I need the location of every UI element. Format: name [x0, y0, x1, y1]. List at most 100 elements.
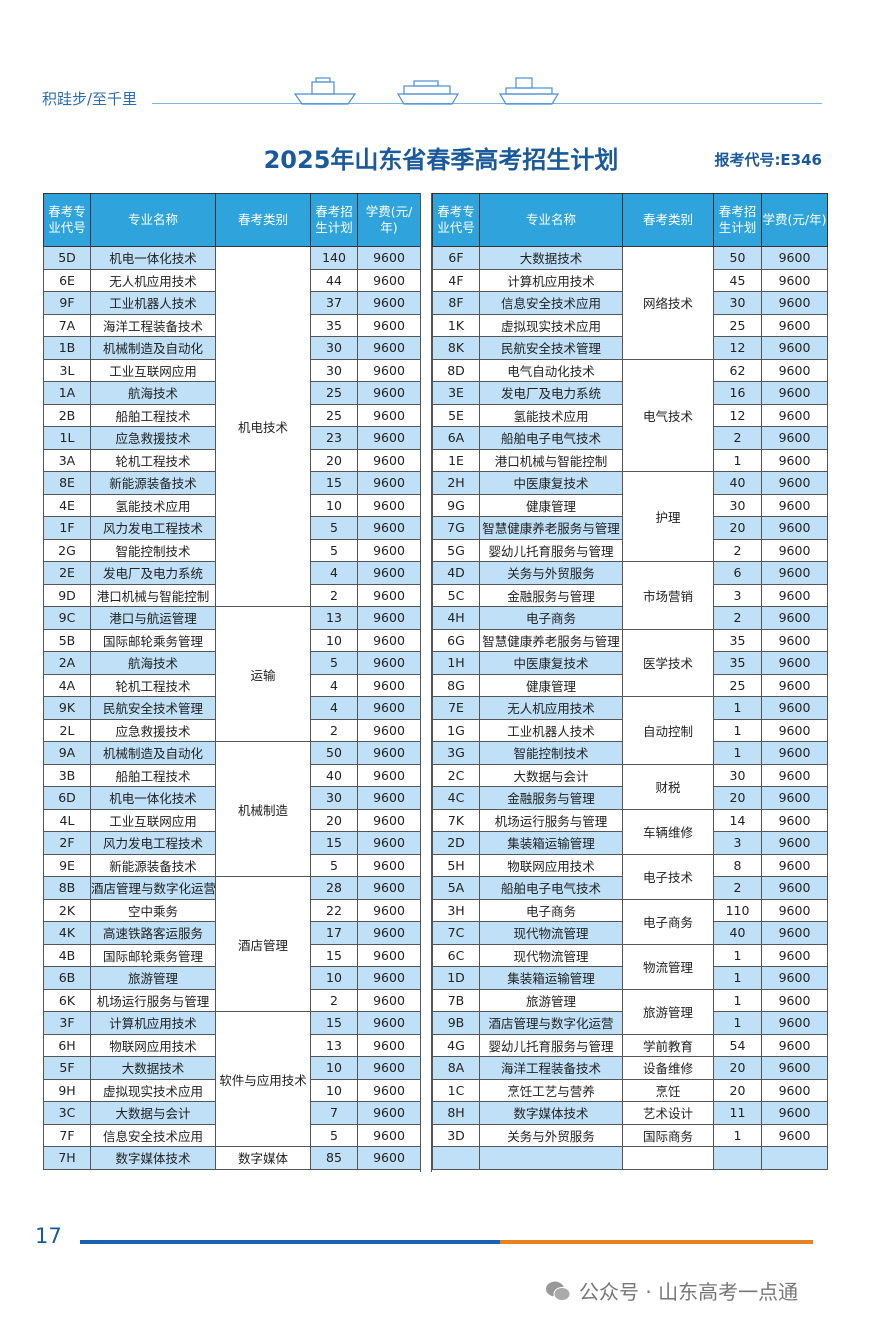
code-cell: 3H: [432, 898, 480, 922]
col-header-fee: 学费(元/年): [357, 193, 421, 247]
col-header-name: 专业名称: [479, 193, 623, 247]
plan-cell: 15: [310, 1011, 358, 1035]
category-cell: 机电技术: [215, 246, 311, 607]
plan-cell: 2: [310, 988, 358, 1012]
code-cell: 8F: [432, 291, 480, 315]
table-row: 9D 港口机械与智能控制 2 9600: [43, 583, 421, 607]
table-row: 2F 风力发电工程技术 15 9600: [43, 831, 421, 855]
plan-cell: 30: [713, 763, 762, 787]
plan-cell: 25: [713, 313, 762, 337]
page-title: 2025年山东省春季高考招生计划: [263, 146, 619, 174]
code-cell: 1K: [432, 313, 480, 337]
name-cell: 金融服务与管理: [479, 583, 623, 607]
category-cell: 机械制造: [215, 741, 311, 877]
code-cell: 5E: [432, 403, 480, 427]
name-cell: 港口机械与智能控制: [479, 448, 623, 472]
name-cell: 民航安全技术管理: [90, 696, 216, 720]
code-cell: 7H: [43, 1146, 91, 1170]
code-cell: 3B: [43, 763, 91, 787]
code-cell: [432, 1146, 480, 1170]
col-header-plan: 春考招生计划: [713, 193, 762, 247]
code-cell: 5F: [43, 1056, 91, 1080]
fee-cell: 9600: [357, 1078, 421, 1102]
fee-cell: 9600: [761, 516, 828, 540]
name-cell: 风力发电工程技术: [90, 516, 216, 540]
fee-cell: 9600: [357, 561, 421, 585]
code-cell: 7K: [432, 808, 480, 832]
plan-cell: 40: [713, 471, 762, 495]
fee-cell: 9600: [761, 673, 828, 697]
name-cell: 婴幼儿托育服务与管理: [479, 1033, 623, 1057]
code-cell: 1F: [43, 516, 91, 540]
plan-cell: 15: [310, 943, 358, 967]
table-row: 3C 大数据与会计 7 9600: [43, 1101, 421, 1125]
name-cell: 智能控制技术: [90, 538, 216, 562]
name-cell: 应急救援技术: [90, 426, 216, 450]
name-cell: 数字媒体技术: [479, 1101, 623, 1125]
code-cell: 2F: [43, 831, 91, 855]
table-row: 5H 物联网应用技术 电子技术 8 9600: [432, 853, 828, 900]
plan-cell: 35: [310, 313, 358, 337]
fee-cell: 9600: [357, 696, 421, 720]
plan-cell: 3: [713, 831, 762, 855]
fee-cell: 9600: [761, 966, 828, 990]
fee-cell: 9600: [357, 471, 421, 495]
plan-cell: 30: [310, 786, 358, 810]
name-cell: 国际邮轮乘务管理: [90, 628, 216, 652]
fee-cell: 9600: [357, 808, 421, 832]
plan-cell: 17: [310, 921, 358, 945]
name-cell: 信息安全技术应用: [90, 1123, 216, 1147]
name-cell: 智慧健康养老服务与管理: [479, 628, 623, 652]
name-cell: 船舶工程技术: [90, 403, 216, 427]
name-cell: 现代物流管理: [479, 921, 623, 945]
table-row: 8B 酒店管理与数字化运营 酒店管理 28 9600: [43, 876, 421, 1012]
fee-cell: 9600: [357, 831, 421, 855]
fee-cell: 9600: [357, 921, 421, 945]
code-cell: 5C: [432, 583, 480, 607]
name-cell: 物联网应用技术: [479, 853, 623, 877]
code-cell: 5B: [43, 628, 91, 652]
plan-cell: 22: [310, 898, 358, 922]
fee-cell: 9600: [761, 943, 828, 967]
code-cell: 9K: [43, 696, 91, 720]
table-row: 7A 海洋工程装备技术 35 9600: [43, 313, 421, 337]
plan-cell: 28: [310, 876, 358, 900]
fee-cell: 9600: [357, 651, 421, 675]
name-cell: 酒店管理与数字化运营: [479, 1011, 623, 1035]
name-cell: 应急救援技术: [90, 718, 216, 742]
fee-cell: 9600: [761, 336, 828, 360]
category-cell: 旅游管理: [622, 988, 714, 1035]
code-cell: 6H: [43, 1033, 91, 1057]
category-cell: 物流管理: [622, 943, 714, 990]
name-cell: 中医康复技术: [479, 471, 623, 495]
name-cell: 工业互联网应用: [90, 358, 216, 382]
plan-cell: 12: [713, 403, 762, 427]
fee-cell: 9600: [357, 313, 421, 337]
name-cell: 中医康复技术: [479, 651, 623, 675]
table-row: 6K 机场运行服务与管理 2 9600: [43, 988, 421, 1012]
name-cell: 氢能技术应用: [90, 493, 216, 517]
plan-cell: 30: [310, 336, 358, 360]
plan-cell: 1: [713, 988, 762, 1012]
name-cell: 工业机器人技术: [90, 291, 216, 315]
fee-cell: 9600: [761, 403, 828, 427]
fee-cell: 9600: [761, 1033, 828, 1057]
category-cell: 护理: [622, 471, 714, 562]
plan-cell: 10: [310, 1056, 358, 1080]
table-row: 1L 应急救援技术 23 9600: [43, 426, 421, 450]
fee-cell: 9600: [357, 763, 421, 787]
fee-cell: 9600: [357, 786, 421, 810]
name-cell: 机场运行服务与管理: [90, 988, 216, 1012]
table-row: 1K 虚拟现实技术应用 25 9600: [432, 313, 828, 337]
fee-cell: 9600: [357, 853, 421, 877]
fee-cell: 9600: [357, 1011, 421, 1035]
code-cell: 2L: [43, 718, 91, 742]
code-cell: 5G: [432, 538, 480, 562]
code-cell: 6B: [43, 966, 91, 990]
code-cell: 8K: [432, 336, 480, 360]
plan-cell: 2: [713, 606, 762, 630]
category-cell: 艺术设计: [622, 1101, 714, 1125]
fee-cell: 9600: [761, 246, 828, 270]
code-cell: 5H: [432, 853, 480, 877]
table-row: 5B 国际邮轮乘务管理 10 9600: [43, 628, 421, 652]
